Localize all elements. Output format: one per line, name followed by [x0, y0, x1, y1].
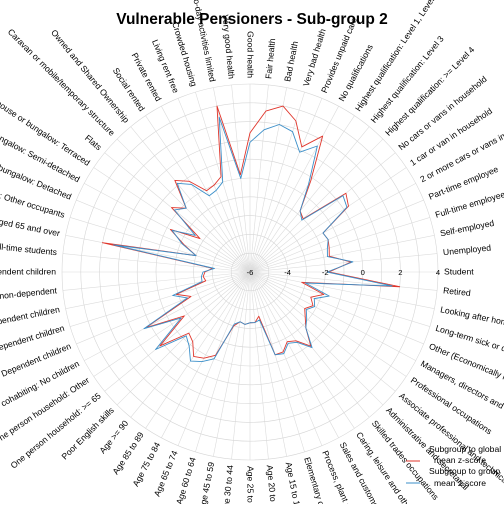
legend-label-group-line1: Subgroup to group — [429, 466, 500, 476]
category-label: Self-employed — [439, 218, 495, 239]
legend: Subgroup to global mean z-score Subgroup… — [406, 444, 501, 488]
tick-label: 2 — [398, 268, 402, 277]
category-label: Retired — [443, 285, 472, 298]
category-label: Fair health — [263, 38, 277, 80]
category-label: Age 20 to 24 — [265, 465, 280, 504]
grid-ring — [99, 121, 401, 423]
grid-ring — [80, 102, 420, 442]
grid-ring — [155, 177, 345, 367]
category-label: Age 60 to 64 — [174, 456, 198, 504]
series-line-2 — [113, 116, 393, 362]
grid-ring — [118, 140, 382, 404]
category-label: Student — [444, 266, 474, 276]
grid-ring — [61, 83, 439, 461]
category-label: Good health — [246, 31, 256, 78]
category-label: Flats — [83, 133, 104, 153]
category-label: Age 30 to 44 — [220, 464, 235, 504]
tick-label: 4 — [436, 268, 440, 277]
grid-layer — [61, 83, 439, 461]
tick-label: -2 — [322, 268, 329, 277]
category-label: Bad health — [282, 40, 300, 82]
tick-label: -6 — [247, 268, 254, 277]
tick-labels: -6 -4 -2 0 2 4 — [247, 268, 441, 277]
legend-label-global-line1: Subgroup to global — [429, 444, 501, 454]
grid-ring — [193, 215, 307, 329]
chart-title: Vulnerable Pensioners - Sub-group 2 — [116, 11, 388, 28]
category-label: Age 25 to 29 — [246, 466, 256, 504]
category-label: Age 45 to 59 — [197, 461, 216, 504]
legend-label-group-line2: mean z-score — [434, 478, 486, 488]
grid-ring — [230, 252, 270, 292]
tick-label: -4 — [284, 268, 291, 277]
series-layer — [102, 105, 401, 362]
category-label: Other: All full-time students — [0, 237, 57, 257]
category-label: Other: With dependent children — [0, 266, 56, 276]
category-label: Age 15 to 19 — [284, 461, 303, 504]
grid-ring — [212, 234, 288, 310]
grid-ring — [174, 196, 326, 348]
tick-label: 0 — [361, 268, 365, 277]
legend-label-global-line2: mean z-score — [434, 455, 486, 465]
category-label: Unemployed — [443, 243, 492, 258]
grid-ring — [136, 158, 364, 386]
